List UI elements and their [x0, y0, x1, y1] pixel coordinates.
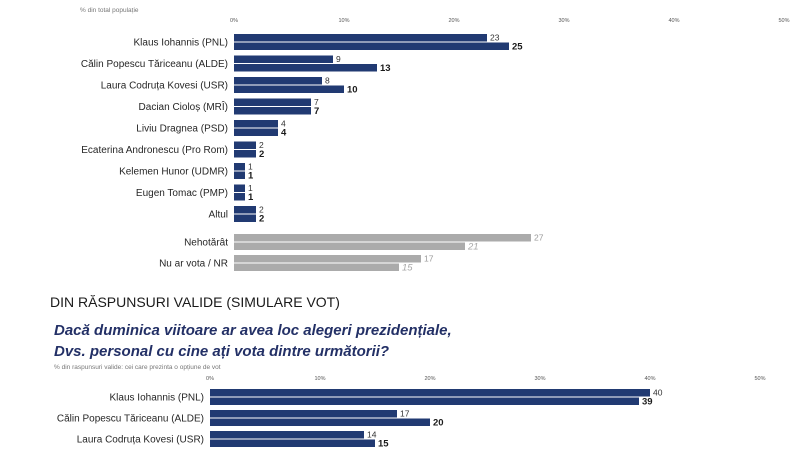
bar-series-2	[234, 150, 256, 158]
x-tick-label: 40%	[668, 18, 679, 24]
category-label: Altul	[209, 210, 228, 221]
bar-series-1	[234, 234, 531, 242]
bar-series-2	[234, 107, 311, 115]
x-tick-label: 40%	[644, 376, 655, 382]
category-label: Liviu Dragnea (PSD)	[136, 124, 228, 135]
data-label-series-2: 15	[378, 439, 389, 450]
x-tick-label: 50%	[754, 376, 765, 382]
bar-series-2	[234, 214, 256, 222]
data-label-series-2: 1	[248, 171, 254, 182]
data-label-series-2: 2	[259, 149, 264, 160]
data-label-series-2: 15	[402, 263, 413, 274]
data-label-series-1: 23	[490, 33, 500, 43]
bar-series-1	[234, 34, 487, 42]
bar-series-1	[210, 410, 397, 418]
data-label-series-2: 13	[380, 63, 391, 74]
x-tick-label: 10%	[338, 18, 349, 24]
data-label-series-1: 9	[336, 54, 341, 64]
chart2-subtitle: % din raspunsuri valide: cei care prezin…	[54, 364, 221, 371]
category-label: Nu ar vota / NR	[159, 259, 228, 270]
data-label-series-1: 17	[400, 409, 410, 419]
bar-series-2	[234, 193, 245, 201]
category-label: Dacian Cioloș (MRÎ)	[139, 100, 228, 113]
x-tick-label: 50%	[778, 18, 789, 24]
data-label-series-1: 27	[534, 233, 544, 243]
bar-series-1	[234, 206, 256, 214]
bar-series-1	[234, 55, 333, 63]
data-label-series-1: 2	[259, 140, 264, 150]
chart1-subtitle: % din total populație	[80, 7, 139, 14]
data-label-series-2: 7	[314, 106, 319, 117]
data-label-series-2: 1	[248, 192, 254, 203]
data-label-series-1: 14	[367, 430, 377, 440]
bar-series-2	[234, 242, 465, 250]
chart2-axis-ticks: 0% 10% 20% 30% 40% 50%	[206, 376, 766, 382]
data-label-series-2: 4	[281, 128, 287, 139]
bar-series-2	[210, 439, 375, 447]
category-label: Eugen Tomac (PMP)	[136, 188, 228, 199]
bar-series-1	[234, 163, 245, 171]
bar-series-2	[234, 64, 377, 72]
data-label-series-2: 21	[467, 242, 479, 253]
x-tick-label: 20%	[448, 18, 459, 24]
bar-series-1	[234, 77, 322, 85]
x-tick-label: 0%	[230, 18, 238, 24]
bar-series-1	[234, 120, 278, 128]
data-label-series-1: 17	[424, 254, 434, 264]
section-title: DIN RĂSPUNSURI VALIDE (SIMULARE VOT)	[50, 294, 340, 310]
bar-series-1	[234, 141, 256, 149]
data-label-series-1: 4	[281, 119, 286, 129]
category-label: Kelemen Hunor (UDMR)	[119, 167, 228, 178]
bar-series-2	[210, 418, 430, 426]
bar-series-1	[234, 98, 311, 106]
data-label-series-1: 1	[248, 162, 253, 172]
bar-series-1	[234, 184, 245, 192]
x-tick-label: 30%	[558, 18, 569, 24]
x-tick-label: 0%	[206, 376, 214, 382]
bar-series-2	[234, 128, 278, 136]
question-line-1: Dacă duminica viitoare ar avea loc alege…	[54, 322, 452, 339]
category-label: Ecaterina Andronescu (Pro Rom)	[81, 145, 228, 156]
x-tick-label: 20%	[424, 376, 435, 382]
bar-series-1	[210, 431, 364, 439]
bar-series-2	[234, 171, 245, 179]
data-label-series-2: 39	[642, 397, 653, 408]
x-tick-label: 10%	[314, 376, 325, 382]
data-label-series-2: 20	[433, 418, 444, 429]
category-label: Klaus Iohannis (PNL)	[110, 393, 205, 404]
bar-series-2	[234, 263, 399, 271]
data-label-series-1: 8	[325, 76, 330, 86]
data-label-series-2: 2	[259, 214, 264, 225]
bar-series-2	[234, 85, 344, 93]
data-label-series-1: 2	[259, 205, 264, 215]
category-label: Călin Popescu Tăriceanu (ALDE)	[81, 59, 228, 70]
data-label-series-2: 25	[512, 42, 523, 53]
data-label-series-1: 1	[248, 183, 253, 193]
category-label: Laura Codruța Kovesi (USR)	[101, 81, 228, 92]
data-label-series-1: 7	[314, 97, 319, 107]
category-label: Nehotărât	[184, 238, 228, 249]
data-label-series-2: 10	[347, 85, 358, 96]
category-label: Klaus Iohannis (PNL)	[134, 38, 229, 49]
chart1-plot: Klaus Iohannis (PNL) 23 25 Călin Popescu Tă…	[81, 33, 544, 274]
bar-series-2	[234, 42, 509, 50]
x-tick-label: 30%	[534, 376, 545, 382]
bar-series-2	[210, 397, 639, 405]
bar-series-1	[210, 389, 650, 397]
category-label: Laura Codruța Kovesi (USR)	[77, 435, 204, 446]
category-label: Călin Popescu Tăriceanu (ALDE)	[57, 414, 204, 425]
bar-series-1	[234, 255, 421, 263]
data-label-series-1: 40	[653, 388, 663, 398]
chart1-axis-ticks: 0% 10% 20% 30% 40% 50%	[230, 18, 790, 24]
question-line-2: Dvs. personal cu cine ați vota dintre ur…	[54, 343, 389, 360]
